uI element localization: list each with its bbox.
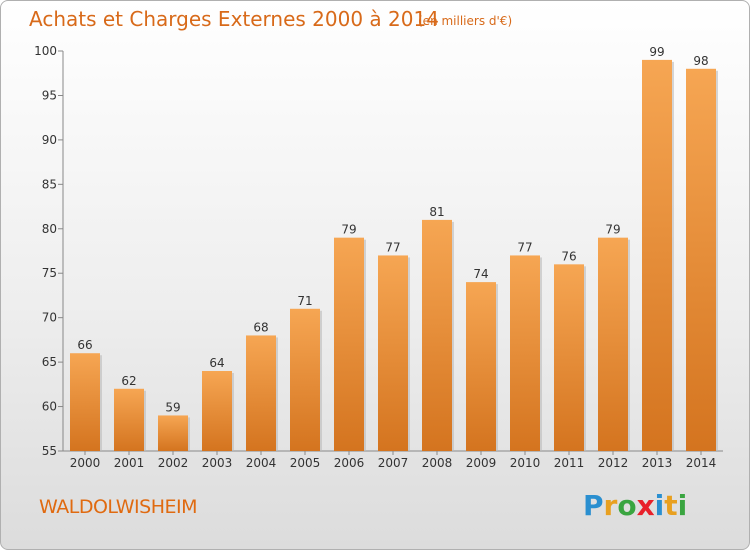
bar [422, 219, 452, 451]
bar [202, 371, 232, 451]
logo-letter: i [654, 489, 665, 522]
chart-title: Achats et Charges Externes 2000 à 2014 [29, 7, 439, 31]
bar [554, 264, 584, 451]
bar [686, 68, 716, 452]
proxiti-logo: Proxiti [583, 489, 687, 522]
bar [246, 335, 276, 451]
y-tick-label: 85 [42, 177, 57, 191]
bar-value-label: 71 [297, 294, 312, 308]
bar-value-label: 79 [605, 223, 620, 237]
logo-letter: i [677, 489, 688, 522]
bar-value-label: 81 [429, 205, 444, 219]
bar [642, 59, 672, 452]
x-tick-label: 2006 [334, 456, 365, 470]
y-tick-label: 100 [34, 44, 57, 58]
y-tick-label: 70 [42, 311, 57, 325]
x-tick-label: 2010 [510, 456, 541, 470]
x-tick-label: 2012 [598, 456, 629, 470]
bar-value-label: 74 [473, 267, 488, 281]
y-tick-label: 80 [42, 222, 57, 236]
bar [510, 255, 540, 451]
y-tick-label: 75 [42, 266, 57, 280]
logo-letter: P [583, 489, 604, 522]
bar [158, 415, 188, 451]
bar-value-label: 77 [517, 240, 532, 254]
x-tick-label: 2007 [378, 456, 409, 470]
bar [70, 353, 100, 451]
x-tick-label: 2011 [554, 456, 585, 470]
y-tick-label: 90 [42, 133, 57, 147]
logo-letter: x [636, 489, 655, 522]
x-tick-label: 2003 [202, 456, 233, 470]
x-tick-label: 2002 [158, 456, 189, 470]
bar [598, 237, 628, 451]
bar-value-label: 64 [209, 356, 224, 370]
x-tick-label: 2013 [642, 456, 673, 470]
bar [114, 388, 144, 451]
bar-value-label: 68 [253, 320, 268, 334]
bar-value-label: 99 [649, 45, 664, 59]
bar-value-label: 62 [121, 374, 136, 388]
x-tick-label: 2008 [422, 456, 453, 470]
x-tick-label: 2000 [70, 456, 101, 470]
logo-letter: r [603, 489, 618, 522]
y-tick-label: 95 [42, 88, 57, 102]
bar [378, 255, 408, 451]
bar-value-label: 79 [341, 223, 356, 237]
bar-value-label: 98 [693, 54, 708, 68]
logo-letter: o [617, 489, 637, 522]
bar [290, 308, 320, 451]
bar-value-label: 77 [385, 240, 400, 254]
x-tick-label: 2004 [246, 456, 277, 470]
bar [466, 282, 496, 451]
commune-name: WALDOLWISHEIM [39, 496, 198, 518]
x-tick-label: 2009 [466, 456, 497, 470]
x-tick-label: 2005 [290, 456, 321, 470]
bar-value-label: 66 [77, 338, 92, 352]
logo-letter: t [664, 489, 678, 522]
y-tick-label: 65 [42, 355, 57, 369]
x-tick-label: 2001 [114, 456, 145, 470]
y-tick-label: 55 [42, 444, 57, 458]
y-tick-label: 60 [42, 400, 57, 414]
chart-subtitle: (en milliers d'€) [418, 14, 513, 28]
bar [334, 237, 364, 451]
bar-value-label: 76 [561, 249, 576, 263]
bar-value-label: 59 [165, 400, 180, 414]
x-tick-label: 2014 [686, 456, 717, 470]
